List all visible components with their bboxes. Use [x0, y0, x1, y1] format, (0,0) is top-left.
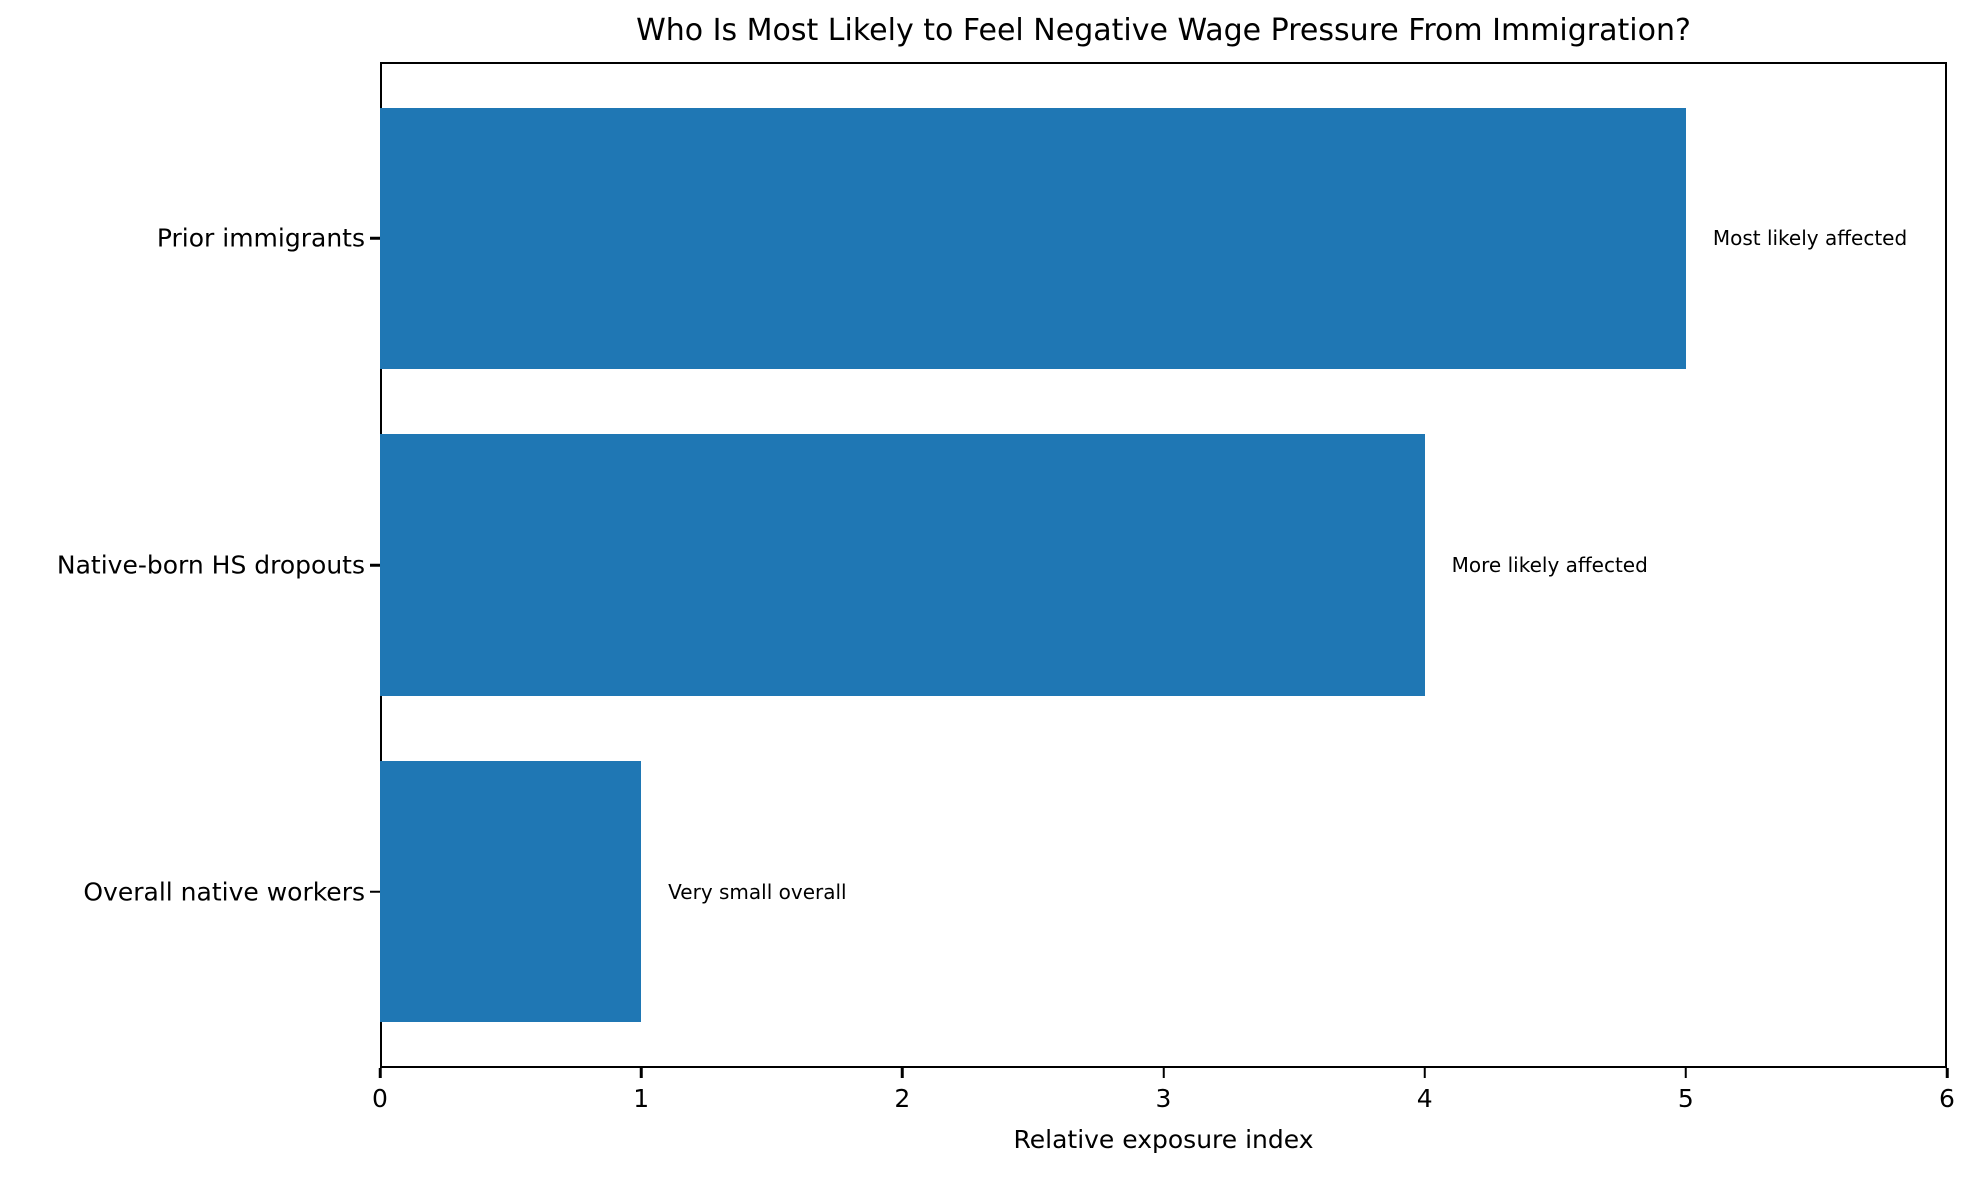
x-axis-tick-label: 4 — [1416, 1084, 1433, 1113]
x-axis-tick-label: 5 — [1677, 1084, 1694, 1113]
x-axis-tick-label: 2 — [894, 1084, 911, 1113]
plot-area: Relative exposure index Prior immigrants… — [57, 62, 1955, 1154]
x-axis-tick-mark — [639, 1068, 643, 1078]
x-axis-tick-label: 3 — [1155, 1084, 1172, 1113]
bar — [380, 434, 1425, 696]
bar-annotation: Most likely affected — [1712, 226, 1908, 251]
y-axis-category-label: Prior immigrants — [156, 223, 365, 253]
x-axis-label: Relative exposure index — [1013, 1125, 1314, 1154]
bar — [380, 760, 642, 1023]
x-axis-tick-mark — [1684, 1068, 1688, 1078]
x-axis-tick-mark — [901, 1068, 904, 1078]
bar-annotation: More likely affected — [1451, 553, 1648, 577]
x-axis-tick-label: 1 — [633, 1084, 650, 1113]
x-axis-tick-mark — [1423, 1068, 1426, 1078]
bar — [380, 107, 1686, 370]
y-axis-category-label: Overall native workers — [83, 877, 365, 907]
x-axis-tick-mark — [378, 1068, 382, 1078]
chart-title: Who Is Most Likely to Feel Negative Wage… — [636, 13, 1691, 48]
y-axis-category-label: Native-born HS dropouts — [56, 550, 365, 580]
x-axis-tick-label: 0 — [372, 1084, 388, 1113]
y-axis-tick-mark — [370, 563, 380, 567]
y-axis-tick-mark — [370, 890, 380, 893]
x-axis-tick-mark — [1162, 1068, 1165, 1078]
bar-annotation: Very small overall — [668, 879, 847, 904]
y-axis-tick-mark — [370, 237, 380, 240]
x-axis-tick-label: 6 — [1939, 1084, 1955, 1113]
x-axis-tick-mark — [1945, 1068, 1949, 1078]
